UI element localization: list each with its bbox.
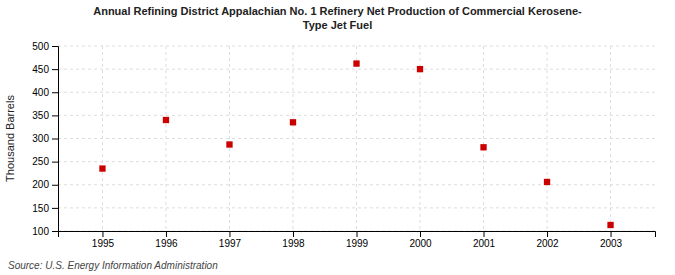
y-axis-tick: 100 xyxy=(32,226,58,237)
y-axis-tick-label: 350 xyxy=(32,110,49,121)
x-axis-tick-label: 2003 xyxy=(600,238,623,249)
y-axis-tick-mark xyxy=(52,92,58,93)
point xyxy=(163,117,169,123)
x-axis-tick-mark xyxy=(166,231,167,237)
y-axis-tick-label: 450 xyxy=(32,64,49,75)
x-axis-tick-mark xyxy=(293,231,294,237)
y-axis-tick-label: 500 xyxy=(32,41,49,52)
x-axis-tick-mark xyxy=(611,231,612,237)
grid-line-x xyxy=(102,46,103,231)
title: Annual Refining District Appalachian No.… xyxy=(93,5,582,31)
chart: Annual Refining District Appalachian No.… xyxy=(0,0,675,275)
x-axis-tick-mark xyxy=(357,231,358,237)
y-axis-tick-mark xyxy=(52,162,58,163)
x-axis-tick-mark xyxy=(420,231,421,237)
point xyxy=(353,60,359,66)
x-axis-tick-label: 2001 xyxy=(473,238,496,249)
grid-line-x xyxy=(356,46,357,231)
x-axis-tick: 2003 xyxy=(600,231,623,249)
grid-line-x xyxy=(229,46,230,231)
grid-line-x xyxy=(483,46,484,231)
y-axis-tick-label: 250 xyxy=(32,156,49,167)
x-axis-tick-mark xyxy=(547,231,548,237)
y-axis-tick-mark xyxy=(52,208,58,209)
y-axis-tick: 400 xyxy=(32,87,58,98)
x-axis: 1995 1996 1997 1998 1999 2000 2001 2002 2003 xyxy=(59,231,656,249)
y-axis-tick-mark xyxy=(52,139,58,140)
grid-line-x xyxy=(420,46,421,231)
y-axis-line xyxy=(52,47,59,232)
grid-line-y xyxy=(58,69,655,70)
x-axis-tick-label: 2002 xyxy=(536,238,559,249)
y-axis-title: Thousand Barrels xyxy=(4,95,16,182)
grid-line-x xyxy=(610,46,611,231)
title-line: Type Jet Fuel xyxy=(303,19,372,31)
y-axis-tick-mark xyxy=(52,46,58,47)
x-axis-tick: 1995 xyxy=(92,231,115,249)
y-axis-tick: 450 xyxy=(32,64,58,75)
grid-line-x xyxy=(547,46,548,231)
grid-line-y xyxy=(58,115,655,116)
x-axis-line xyxy=(59,232,656,238)
grid-line-x xyxy=(292,46,293,231)
y-axis-tick-mark xyxy=(52,231,58,232)
point xyxy=(480,144,486,150)
grid xyxy=(58,46,655,231)
y-axis-tick: 250 xyxy=(32,156,58,167)
y-axis-tick-label: 150 xyxy=(32,203,49,214)
grid-line-x xyxy=(165,46,166,231)
y-axis-tick-label: 200 xyxy=(32,179,49,190)
point xyxy=(544,179,550,185)
x-axis-tick: 2001 xyxy=(473,231,496,249)
y-axis-tick: 200 xyxy=(32,179,58,190)
x-axis-tick: 1996 xyxy=(155,231,178,249)
points xyxy=(99,60,613,228)
x-axis-tick: 1999 xyxy=(346,231,369,249)
plot: 1995199619971998199920002001200220031001… xyxy=(32,41,655,249)
point xyxy=(99,165,105,171)
y-axis-tick-label: 300 xyxy=(32,133,49,144)
x-axis-tick-label: 1997 xyxy=(219,238,242,249)
title-line: Annual Refining District Appalachian No.… xyxy=(93,5,582,17)
y-axis-tick-label: 100 xyxy=(32,226,49,237)
y-axis-tick-label: 400 xyxy=(32,87,49,98)
y-axis: 100 150 200 250 300 350 400 450 500 xyxy=(32,41,58,237)
x-axis-tick-label: 1996 xyxy=(155,238,178,249)
x-axis-tick: 2002 xyxy=(536,231,559,249)
x-axis-tick-mark xyxy=(484,231,485,237)
x-axis-tick: 1997 xyxy=(219,231,242,249)
point xyxy=(417,66,423,72)
grid-line-y xyxy=(58,92,655,93)
x-axis-tick-mark xyxy=(229,231,230,237)
x-axis-tick: 1998 xyxy=(282,231,305,249)
x-axis-tick: 2000 xyxy=(409,231,432,249)
x-axis-tick-mark xyxy=(102,231,103,237)
y-axis-tick-mark xyxy=(52,115,58,116)
y-axis-tick-mark xyxy=(52,185,58,186)
point xyxy=(607,222,613,228)
y-axis-tick: 300 xyxy=(32,133,58,144)
x-axis-tick-label: 2000 xyxy=(409,238,432,249)
point xyxy=(226,141,232,147)
point xyxy=(290,119,296,125)
annotation: Source: U.S. Energy Information Administ… xyxy=(8,260,218,271)
y-axis-tick: 350 xyxy=(32,110,58,121)
y-axis-tick-mark xyxy=(52,69,58,70)
y-axis-tick: 150 xyxy=(32,203,58,214)
y-axis-tick: 500 xyxy=(32,41,58,52)
x-axis-tick-label: 1998 xyxy=(282,238,305,249)
x-axis-tick-label: 1995 xyxy=(92,238,115,249)
x-axis-tick-label: 1999 xyxy=(346,238,369,249)
